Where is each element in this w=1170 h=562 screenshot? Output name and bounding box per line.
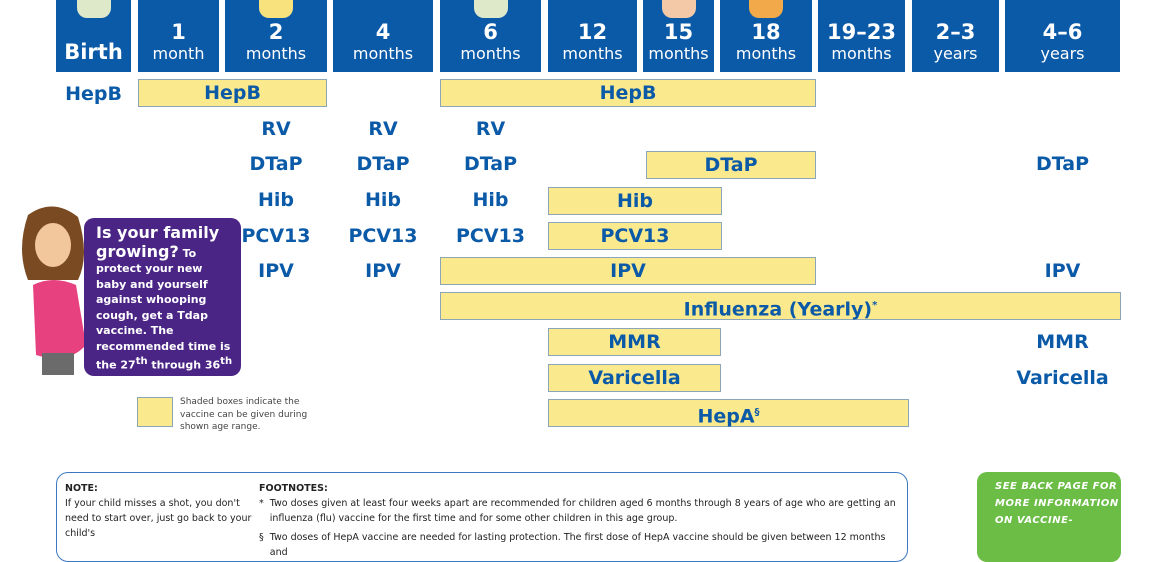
hepb-birth: HepB [65,83,122,105]
legend-text: Shaded boxes indicate the vaccine can be… [180,397,308,432]
note-text: If your child misses a shot, you don't n… [65,498,252,539]
age-number: 4 [375,20,391,44]
ball-icon [661,0,696,18]
pcv13-bar-12-15-months: PCV13 [548,222,722,250]
varicella-4-6-years: Varicella [1016,367,1109,389]
baby-carriage-icon [76,0,111,18]
age-number: 2–3 [935,20,976,44]
footnote-item: * Two doses given at least four weeks apa… [259,496,899,526]
header-18-months: 18 months [720,0,812,72]
age-number: 1 [171,20,186,44]
pcv13-4-months: PCV13 [348,225,418,247]
hepb-bar-6-18-months: HepB [440,79,816,107]
legend-swatch [137,397,173,427]
pcv13-6-months: PCV13 [455,225,525,247]
rv-6-months: RV [475,118,506,140]
header-15-months: 15 months [643,0,714,72]
ipv-2-months: IPV [258,260,294,282]
footnote-mark: § [259,532,264,543]
header-6-months: 6 months [440,0,541,72]
hepb-bar-1-2-months: HepB [138,79,327,107]
tdap-promo-box: Is your family growing? To protect your … [84,218,241,418]
age-number: 4–6 [1042,20,1083,44]
mmr-bar-12-15-months: MMR [548,328,721,356]
age-unit: years [933,44,978,63]
footnote-text: Two doses of HepA vaccine are needed for… [269,532,886,558]
hepa-bar-12-23-months: HepA§ [548,399,909,427]
bib-icon [259,0,293,18]
age-label: Birth [64,40,123,64]
footnote-mark: * [872,300,878,311]
mmr-4-6-years: MMR [1036,331,1089,353]
ordinal-suffix: th [135,356,148,367]
header-4-months: 4 months [333,0,433,72]
age-number: 12 [577,20,608,44]
notes-box: NOTE: If your child misses a shot, you d… [56,472,908,562]
age-unit: years [1040,44,1085,63]
age-number: 18 [751,20,781,44]
pcv13-2-months: PCV13 [241,225,311,247]
promo-text: To protect your new baby and yourself ag… [96,246,231,372]
promo-text: through 36 [147,358,221,372]
header-19-23-months: 19–23 months [818,0,905,72]
hib-4-months: Hib [364,189,401,211]
age-number: 6 [483,20,498,44]
pregnant-woman-illustration [22,206,86,375]
rv-2-months: RV [261,118,291,140]
dtap-4-6-years: DTaP [1035,153,1090,175]
dtap-bar-15-18-months: DTaP [646,151,816,179]
age-unit: months [648,44,709,63]
age-number: 15 [663,20,694,44]
age-unit: months [562,44,623,63]
dtap-4-months: DTaP [356,153,410,175]
header-2-months: 2 months [225,0,327,72]
dtap-2-months: DTaP [249,153,303,175]
hib-6-months: Hib [472,189,509,211]
promo-heading: Is your family growing? [96,223,220,261]
influenza-label: Influenza (Yearly) [683,298,873,321]
see-back-page-callout: SEE BACK PAGE FOR MORE INFORMATION ON VA… [977,472,1121,562]
hepa-label: HepA [697,405,755,428]
note-title: NOTE: [65,483,98,494]
age-number: 2 [268,20,284,44]
header-birth: Birth [56,0,131,72]
rv-4-months: RV [368,118,398,140]
header-2-3-years: 2–3 years [912,0,999,72]
ipv-4-6-years: IPV [1044,260,1081,282]
header-1-month: 1 month [138,0,219,72]
hib-bar-12-15-months: Hib [548,187,722,215]
header-4-6-years: 4–6 years [1005,0,1120,72]
ipv-4-months: IPV [365,260,401,282]
ordinal-suffix: th [220,356,233,367]
age-unit: months [735,44,797,63]
influenza-bar: Influenza (Yearly)* [440,292,1121,320]
footnote-text: Two doses given at least four weeks apar… [269,498,896,524]
dtap-6-months: DTaP [463,153,518,175]
age-unit: months [245,44,307,63]
stacking-rings-icon [749,0,783,18]
footnote-mark: * [259,498,264,509]
footnotes-section: FOOTNOTES: * Two doses given at least fou… [259,481,899,560]
footnote-mark: § [754,407,760,418]
hib-2-months: Hib [257,189,294,211]
footnote-item: § Two doses of HepA vaccine are needed fo… [259,530,899,560]
note-section: NOTE: If your child misses a shot, you d… [65,481,255,541]
footnotes-title: FOOTNOTES: [259,483,328,494]
bib-icon [473,0,508,18]
age-unit: months [831,44,892,63]
varicella-bar-12-15-months: Varicella [548,364,721,392]
ipv-bar-6-18-months: IPV [440,257,816,285]
age-unit: month [152,44,205,63]
age-unit: months [460,44,521,63]
age-number: 19–23 [827,20,896,44]
age-unit: months [352,44,414,63]
header-12-months: 12 months [548,0,637,72]
